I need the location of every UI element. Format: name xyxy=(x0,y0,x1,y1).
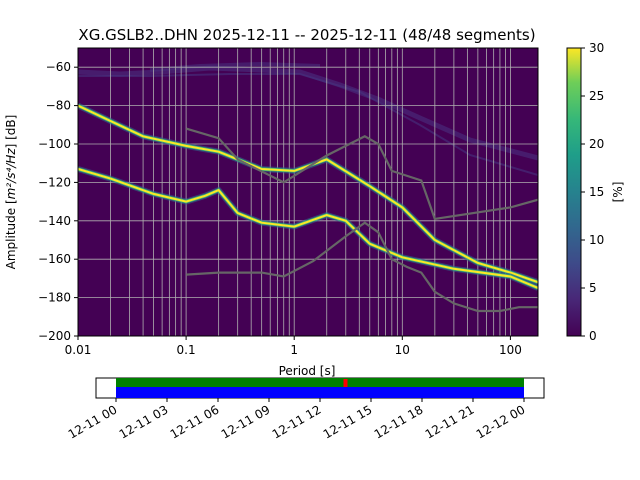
y-axis-label-prefix: Amplitude [ xyxy=(4,199,18,269)
chart-title: XG.GSLB2..DHN 2025-12-11 -- 2025-12-11 (… xyxy=(78,26,535,44)
y-tick-label: −100 xyxy=(38,137,71,151)
colorbar-tick-label: 0 xyxy=(589,329,597,343)
y-tick-label: −200 xyxy=(38,329,71,343)
y-axis-label-suffix: ] [dB] xyxy=(4,115,18,149)
timeline-tick-label: 12-11 12 xyxy=(270,402,324,441)
data-availability-bar xyxy=(116,378,524,387)
y-tick-label: −140 xyxy=(38,214,71,228)
timeline-tick-label: 12-11 09 xyxy=(219,402,273,441)
colorbar-tick-label: 20 xyxy=(589,137,604,151)
timeline-tick-label: 12-11 03 xyxy=(117,402,171,441)
colorbar-tick-label: 30 xyxy=(589,41,604,55)
y-tick-label: −120 xyxy=(38,175,71,189)
reference-curves xyxy=(185,127,538,313)
x-tick-label: 10 xyxy=(395,343,410,357)
y-tick-label: −60 xyxy=(46,60,71,74)
x-tick-label: 1 xyxy=(290,343,298,357)
colorbar-tick-label: 15 xyxy=(589,185,604,199)
timeline-tick-label: 12-11 15 xyxy=(321,402,375,441)
timeline-tick-label: 12-11 21 xyxy=(423,402,477,441)
timeline-tick-label: 12-11 06 xyxy=(168,402,222,441)
y-axis-label-unit: m²/s⁴/Hz xyxy=(4,148,18,200)
colorbar-ticks: 0 5 10 15 20 25 30 xyxy=(581,41,604,343)
colorbar-label: [%] xyxy=(611,182,625,203)
gap-marker xyxy=(343,379,348,387)
x-tick-label: 0.1 xyxy=(177,343,196,357)
psd-segments-bar xyxy=(116,387,524,398)
background-density xyxy=(78,61,538,176)
y-tick-label: −160 xyxy=(38,252,71,266)
y-axis-ticks: −60 −80 −100 −120 −140 −160 −180 −200 xyxy=(38,60,78,343)
timeline-tick-label: 12-11 18 xyxy=(372,402,426,441)
colorbar-tick-label: 25 xyxy=(589,89,604,103)
y-tick-label: −80 xyxy=(46,99,71,113)
x-axis-label: Period [s] xyxy=(279,364,336,378)
plot-frame xyxy=(77,47,539,337)
y-axis-label: Amplitude [m²/s⁴/Hz] [dB] xyxy=(4,115,18,270)
colorbar-tick-label: 10 xyxy=(589,233,604,247)
noise-model-curve xyxy=(186,221,538,313)
timeline-tick-label: 12-11 00 xyxy=(66,402,120,441)
noise-model-curve xyxy=(185,127,538,221)
grid xyxy=(77,48,538,336)
colorbar-tick-label: 5 xyxy=(589,281,597,295)
colorbar xyxy=(566,47,582,337)
x-tick-label: 100 xyxy=(499,343,522,357)
timeline-tick-label: 12-12 00 xyxy=(474,402,528,441)
x-tick-label: 0.01 xyxy=(65,343,92,357)
psd-band-line xyxy=(78,168,538,289)
y-tick-label: −180 xyxy=(38,291,71,305)
x-axis-ticks: 0.01 0.1 1 10 100 xyxy=(65,336,522,357)
